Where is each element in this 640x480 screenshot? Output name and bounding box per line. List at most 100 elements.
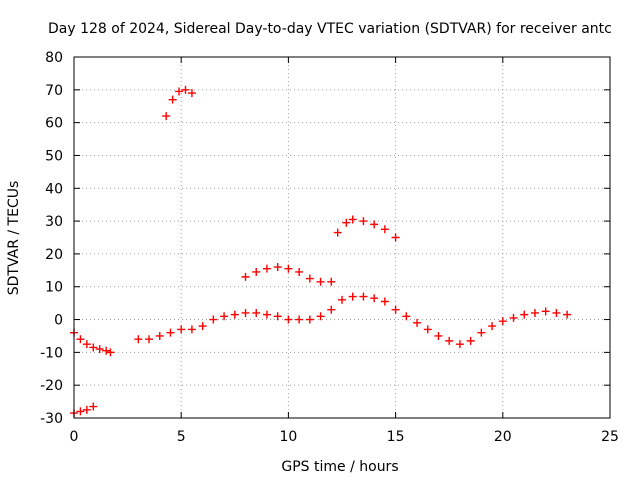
- y-tick-label: 40: [45, 181, 63, 197]
- data-point: [466, 336, 475, 345]
- y-tick-label: 50: [45, 148, 63, 164]
- data-point: [209, 315, 218, 324]
- data-point: [168, 95, 177, 104]
- data-point: [262, 310, 271, 319]
- data-point: [198, 322, 207, 331]
- data-point: [82, 340, 91, 349]
- data-point: [295, 315, 304, 324]
- data-point: [76, 335, 85, 344]
- x-tick-label: 25: [601, 429, 619, 445]
- data-point: [333, 228, 342, 237]
- data-point: [530, 308, 539, 317]
- data-point: [162, 112, 171, 121]
- data-point: [413, 318, 422, 327]
- y-tick-label: 80: [45, 50, 63, 66]
- y-tick-label: 30: [45, 214, 63, 230]
- y-tick-label: 60: [45, 116, 63, 132]
- y-tick-label: 70: [45, 83, 63, 99]
- data-point: [177, 325, 186, 334]
- data-point: [273, 312, 282, 321]
- y-tick-label: -30: [40, 411, 63, 427]
- x-tick-label: 10: [279, 429, 297, 445]
- data-point: [509, 313, 518, 322]
- data-point: [166, 328, 175, 337]
- x-tick-label: 20: [494, 429, 512, 445]
- data-point: [477, 328, 486, 337]
- x-tick-label: 5: [177, 429, 186, 445]
- x-axis-label: GPS time / hours: [281, 459, 398, 475]
- series-arc-3: [134, 292, 572, 349]
- series-arc-1: [70, 328, 115, 357]
- data-point: [241, 272, 250, 281]
- y-tick-label: 20: [45, 247, 63, 263]
- data-point: [295, 267, 304, 276]
- data-point: [445, 336, 454, 345]
- data-point: [284, 264, 293, 273]
- data-point: [541, 307, 550, 316]
- data-point: [380, 297, 389, 306]
- data-point: [305, 315, 314, 324]
- y-tick-label: -20: [40, 378, 63, 394]
- data-point: [82, 405, 91, 414]
- data-point: [252, 308, 261, 317]
- data-point: [145, 335, 154, 344]
- data-point: [380, 225, 389, 234]
- data-point: [370, 220, 379, 229]
- y-tick-label: 10: [45, 280, 63, 296]
- y-axis-label: SDTVAR / TECUs: [6, 181, 22, 296]
- data-point: [89, 343, 98, 352]
- axis-ticks: 0 5 10 15 20 25 -30 -20 -10 0 10 20 30 40 50 60 70 80: [40, 50, 619, 445]
- x-tick-label: 0: [70, 429, 79, 445]
- data-point: [187, 325, 196, 334]
- data-point: [241, 308, 250, 317]
- data-point: [391, 305, 400, 314]
- data-point: [498, 317, 507, 326]
- data-point: [155, 331, 164, 340]
- data-point: [230, 310, 239, 319]
- series-arc-4: [162, 85, 196, 121]
- data-point: [181, 85, 190, 94]
- data-point: [89, 402, 98, 411]
- data-point: [327, 277, 336, 286]
- data-point: [284, 315, 293, 324]
- data-point: [359, 292, 368, 301]
- data-point: [273, 263, 282, 272]
- data-point: [134, 335, 143, 344]
- data-point: [220, 312, 229, 321]
- data-point: [520, 310, 529, 319]
- data-point: [348, 215, 357, 224]
- data-point: [359, 217, 368, 226]
- data-point: [187, 89, 196, 98]
- chart-title: Day 128 of 2024, Sidereal Day-to-day VTE…: [48, 21, 612, 37]
- data-point: [455, 340, 464, 349]
- x-tick-label: 15: [387, 429, 405, 445]
- data-point: [488, 322, 497, 331]
- data-point: [305, 274, 314, 283]
- data-point: [402, 312, 411, 321]
- data-point: [76, 407, 85, 416]
- data-point: [316, 312, 325, 321]
- plot-frame: [73, 56, 611, 419]
- data-point: [370, 294, 379, 303]
- data-point: [95, 345, 104, 354]
- data-point: [102, 346, 111, 355]
- data-point: [342, 218, 351, 227]
- data-point: [434, 331, 443, 340]
- data-point: [338, 295, 346, 304]
- data-point: [175, 87, 184, 96]
- data-point: [262, 264, 271, 273]
- data-point: [252, 267, 261, 276]
- data-point: [106, 348, 115, 357]
- series-arc-6: [333, 215, 400, 242]
- data-point: [327, 305, 336, 314]
- data-points: [70, 85, 572, 418]
- data-point: [552, 308, 561, 317]
- data-point: [348, 292, 357, 301]
- y-tick-label: 0: [54, 313, 63, 329]
- data-point: [563, 310, 572, 319]
- y-tick-label: -10: [40, 345, 63, 361]
- series-arc-5: [241, 263, 336, 286]
- data-point: [423, 325, 432, 334]
- data-point: [316, 277, 325, 286]
